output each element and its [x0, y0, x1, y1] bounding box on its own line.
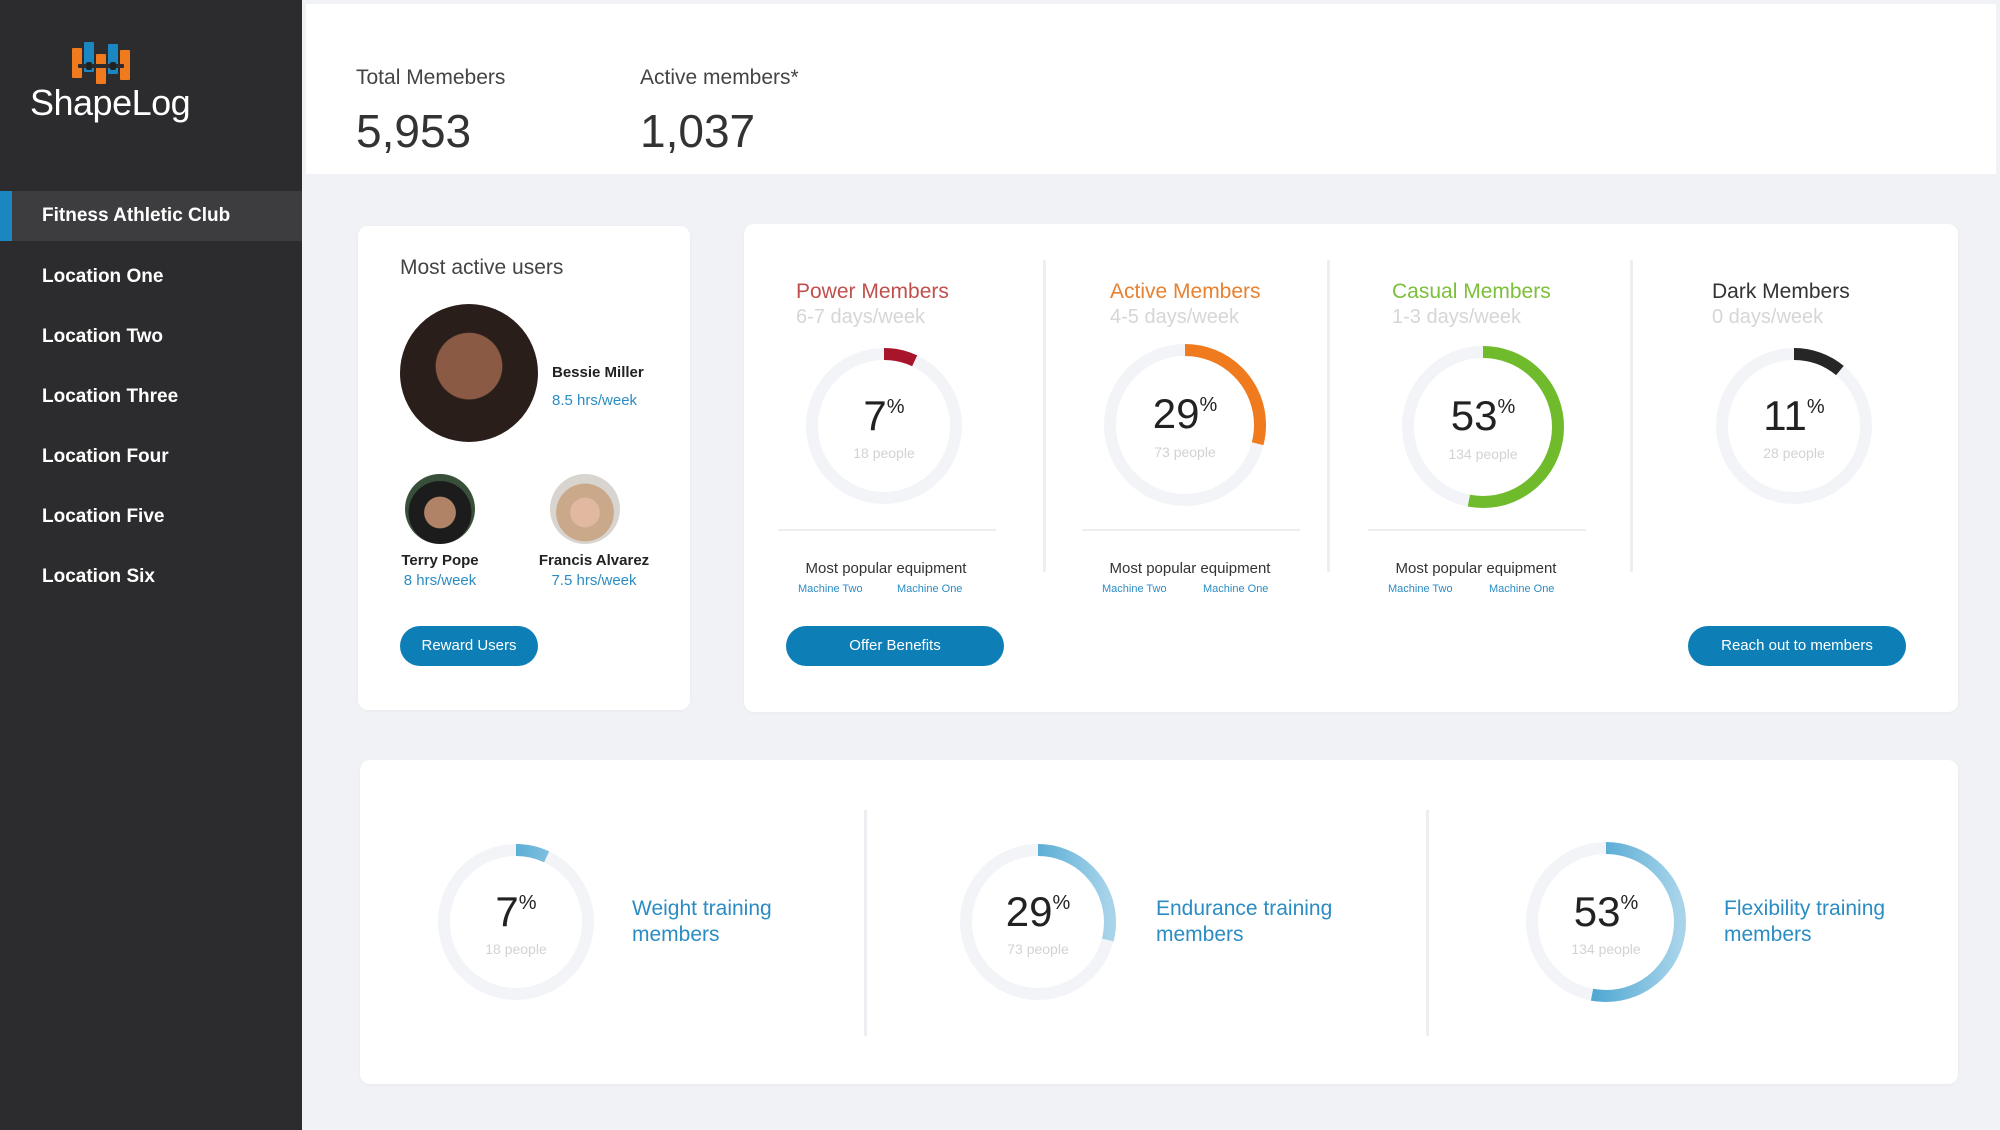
divider: [1368, 529, 1586, 531]
most-active-users-card: Most active users Bessie Miller 8.5 hrs/…: [358, 226, 690, 710]
donut-ring: [806, 348, 962, 504]
user-name-francis-alvarez[interactable]: Francis Alvarez: [538, 552, 650, 569]
user-hours-francis-alvarez: 7.5 hrs/week: [551, 572, 637, 589]
total-members-label: Total Memebers: [356, 66, 506, 89]
segment-title-active: Active Members: [1110, 280, 1261, 303]
vertical-divider: [1630, 260, 1633, 572]
equipment-label: Most popular equipment: [1395, 560, 1557, 577]
donut-active: 29% 73 people: [1104, 344, 1266, 506]
donut-people: 18 people: [485, 941, 547, 957]
donut-arc: [1104, 344, 1266, 506]
donut-ring: [1526, 842, 1686, 1002]
donut-dark: 11% 28 people: [1716, 348, 1872, 504]
logo-icon: [72, 42, 136, 86]
donut-flexibility-training: 53% 134 people: [1526, 842, 1686, 1002]
equipment-link-machine-one[interactable]: Machine One: [1489, 583, 1555, 595]
segment-sub-power: 6-7 days/week: [796, 306, 925, 328]
most-active-users-title: Most active users: [400, 256, 564, 279]
user-name-terry-pope[interactable]: Terry Pope: [401, 552, 479, 569]
sidebar-item-location-four[interactable]: Location Four: [42, 446, 169, 467]
shapelog-logo[interactable]: ShapeLog: [30, 42, 210, 132]
member-segments-card: Power Members 6-7 days/week 7% 18 people…: [744, 224, 1958, 712]
donut-ring: [1104, 344, 1266, 506]
donut-ring: [438, 844, 594, 1000]
avatar-francis-alvarez[interactable]: [550, 474, 620, 544]
avatar-bessie-miller[interactable]: [400, 304, 538, 442]
offer-benefits-button[interactable]: Offer Benefits: [786, 626, 1004, 666]
donut-weight-training: 7% 18 people: [438, 844, 594, 1000]
donut-percent: 29%: [1152, 390, 1218, 437]
total-members-value: 5,953: [356, 105, 472, 157]
divider: [1082, 529, 1300, 531]
equipment-label: Most popular equipment: [805, 560, 967, 577]
avatar-terry-pope[interactable]: [405, 474, 475, 544]
user-hours-bessie-miller: 8.5 hrs/week: [552, 392, 638, 409]
vertical-divider: [1327, 260, 1330, 572]
donut-arc: [806, 348, 962, 504]
user-name-bessie-miller[interactable]: Bessie Miller: [552, 364, 644, 381]
donut-arc: [1526, 842, 1686, 1002]
segment-sub-dark: 0 days/week: [1712, 306, 1824, 328]
sidebar-item-location-five[interactable]: Location Five: [42, 506, 165, 527]
donut-ring: [1716, 348, 1872, 504]
donut-people: 73 people: [1154, 444, 1216, 460]
donut-people: 73 people: [1007, 941, 1069, 957]
sidebar-item-fitness-athletic-club[interactable]: Fitness Athletic Club: [0, 191, 302, 241]
segment-title-dark: Dark Members: [1712, 280, 1850, 303]
user-hours-terry-pope: 8 hrs/week: [403, 572, 477, 589]
segment-title-casual: Casual Members: [1392, 280, 1551, 303]
stats-header: Total Memebers 5,953 Active members* 1,0…: [306, 4, 1996, 174]
equipment-link-machine-two[interactable]: Machine Two: [1102, 583, 1167, 595]
donut-percent: 7%: [863, 392, 905, 439]
divider: [778, 529, 996, 531]
logo-text: ShapeLog: [30, 82, 191, 123]
equipment-label: Most popular equipment: [1109, 560, 1271, 577]
active-members-value: 1,037: [640, 105, 756, 157]
sidebar-item-location-one[interactable]: Location One: [42, 266, 164, 287]
donut-people: 18 people: [853, 445, 915, 461]
donut-percent: 53%: [1450, 392, 1516, 439]
weight-training-label: Weight training members: [632, 897, 772, 946]
donut-casual: 53% 134 people: [1402, 346, 1564, 508]
donut-arc: [438, 844, 594, 1000]
donut-percent: 29%: [1005, 888, 1071, 935]
equipment-link-machine-two[interactable]: Machine Two: [1388, 583, 1453, 595]
donut-arc: [1402, 346, 1564, 508]
sidebar: ShapeLog Fitness Athletic Club Location …: [0, 0, 302, 1130]
endurance-training-label: Endurance training members: [1156, 897, 1333, 946]
donut-percent: 53%: [1573, 888, 1639, 935]
vertical-divider: [1426, 810, 1429, 1036]
equipment-link-machine-two[interactable]: Machine Two: [798, 583, 863, 595]
donut-arc: [1716, 348, 1872, 504]
sidebar-item-location-two[interactable]: Location Two: [42, 326, 164, 347]
reward-users-button[interactable]: Reward Users: [400, 626, 538, 666]
vertical-divider: [1043, 260, 1046, 572]
donut-endurance-training: 29% 73 people: [960, 844, 1116, 1000]
donut-people: 134 people: [1571, 941, 1641, 957]
reach-out-button[interactable]: Reach out to members: [1688, 626, 1906, 666]
segment-title-power: Power Members: [796, 280, 949, 303]
donut-people: 28 people: [1763, 445, 1825, 461]
training-card: 7% 18 people Weight training members 29% …: [360, 760, 1958, 1084]
donut-percent: 7%: [495, 888, 537, 935]
segment-sub-active: 4-5 days/week: [1110, 306, 1239, 328]
sidebar-item-location-three[interactable]: Location Three: [42, 386, 179, 407]
donut-power: 7% 18 people: [806, 348, 962, 504]
segment-sub-casual: 1-3 days/week: [1392, 306, 1521, 328]
donut-ring: [1402, 346, 1564, 508]
flexibility-training-label: Flexibility training members: [1724, 897, 1886, 946]
donut-arc: [960, 844, 1116, 1000]
equipment-link-machine-one[interactable]: Machine One: [897, 583, 963, 595]
vertical-divider: [864, 810, 867, 1036]
sidebar-item-location-six[interactable]: Location Six: [42, 566, 155, 587]
equipment-link-machine-one[interactable]: Machine One: [1203, 583, 1269, 595]
donut-people: 134 people: [1448, 446, 1518, 462]
donut-ring: [960, 844, 1116, 1000]
donut-percent: 11%: [1763, 392, 1825, 439]
active-members-label: Active members*: [640, 66, 799, 89]
